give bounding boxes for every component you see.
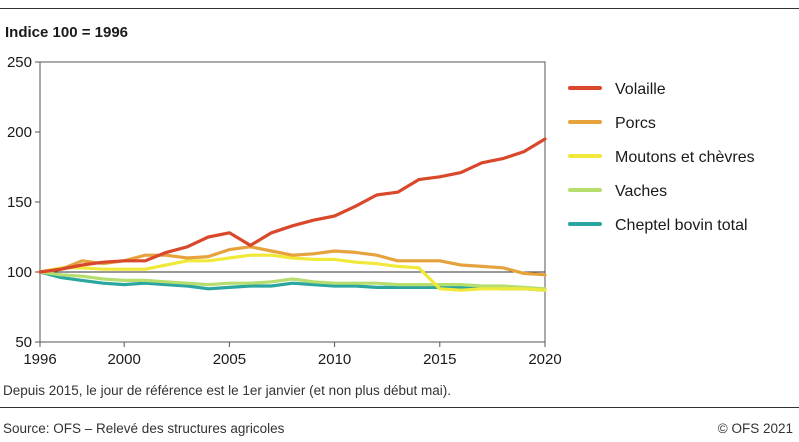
mid-rule <box>0 407 799 408</box>
x-tick-label: 2015 <box>423 351 456 368</box>
y-tick-label: 100 <box>7 264 32 281</box>
top-rule <box>0 8 799 9</box>
legend-label: Volaille <box>615 81 666 98</box>
legend-label: Cheptel bovin total <box>615 217 748 234</box>
y-tick-label: 50 <box>15 334 32 351</box>
y-tick-label: 150 <box>7 194 32 211</box>
x-tick-label: 2005 <box>213 351 246 368</box>
x-tick-label: 2000 <box>107 351 140 368</box>
copyright-text: © OFS 2021 <box>717 421 793 436</box>
plot-area <box>39 61 546 343</box>
footnote: Depuis 2015, le jour de référence est le… <box>3 383 452 398</box>
legend-label: Porcs <box>615 115 656 132</box>
legend-label: Moutons et chèvres <box>615 149 755 166</box>
x-tick-label: 1996 <box>23 351 56 368</box>
source-text: Source: OFS – Relevé des structures agri… <box>3 421 285 436</box>
series-line-volaille <box>38 137 547 274</box>
series-line-cheptel-bovin-total <box>38 270 547 292</box>
chart-subtitle: Indice 100 = 1996 <box>5 24 129 41</box>
x-tick-label: 2010 <box>318 351 351 368</box>
legend-label: Vaches <box>615 183 667 200</box>
x-tick-label: 2020 <box>528 351 561 368</box>
series-line-vaches <box>38 270 547 291</box>
series-line-moutons-et-ch-vres <box>38 253 547 292</box>
y-tick-label: 250 <box>7 54 32 71</box>
y-tick-label: 200 <box>7 124 32 141</box>
